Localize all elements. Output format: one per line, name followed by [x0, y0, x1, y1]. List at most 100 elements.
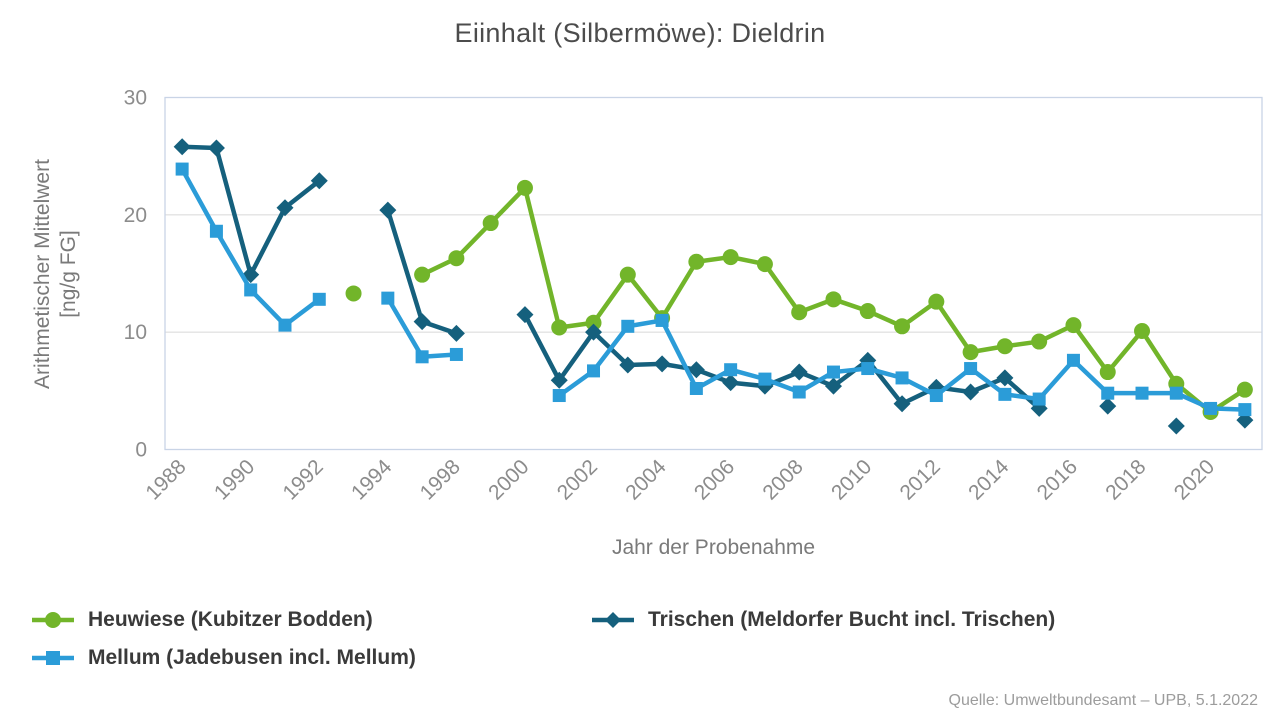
point-mellum-2017[interactable]: [1101, 386, 1115, 400]
x-tick-label: 2012: [896, 455, 945, 504]
x-tick-label: 2014: [964, 455, 1014, 505]
point-mellum-1994[interactable]: [381, 291, 395, 305]
point-mellum-2016[interactable]: [1066, 353, 1080, 367]
point-heuwiese-2002[interactable]: [585, 314, 602, 331]
point-mellum-2004[interactable]: [655, 313, 669, 327]
legend-marker-circle-icon: [32, 612, 74, 628]
point-mellum-1991[interactable]: [278, 318, 292, 332]
point-trischen-2005[interactable]: [687, 361, 705, 379]
point-mellum-1989[interactable]: [209, 224, 223, 238]
x-axis-title: Jahr der Probenahme: [611, 536, 816, 559]
point-mellum-2009[interactable]: [826, 365, 840, 379]
point-heuwiese-2006[interactable]: [722, 249, 739, 266]
point-trischen-1994[interactable]: [379, 201, 397, 219]
point-trischen-1998[interactable]: [447, 324, 465, 342]
point-trischen-1995[interactable]: [413, 313, 431, 331]
point-mellum-2007[interactable]: [758, 372, 772, 386]
point-mellum-2020[interactable]: [1204, 401, 1218, 415]
point-heuwiese-2009[interactable]: [825, 291, 842, 308]
point-heuwiese-2017[interactable]: [1099, 364, 1116, 381]
point-trischen-2006[interactable]: [722, 374, 740, 392]
point-trischen-1988[interactable]: [173, 138, 191, 156]
legend-item-mellum[interactable]: Mellum (Jadebusen incl. Mellum): [30, 646, 416, 670]
point-mellum-1988[interactable]: [175, 162, 189, 176]
point-trischen-2001[interactable]: [550, 371, 568, 389]
x-tick-label: 2018: [1101, 455, 1150, 504]
point-mellum-1990[interactable]: [244, 283, 258, 297]
point-heuwiese-2001[interactable]: [551, 319, 568, 336]
point-trischen-2003[interactable]: [619, 356, 637, 374]
point-mellum-1995[interactable]: [415, 350, 429, 364]
point-mellum-2003[interactable]: [621, 319, 635, 333]
point-trischen-1991[interactable]: [276, 199, 294, 217]
plot-area: 0 10 20 30 1988 1990 1992 1994 1998 2000 2002 2004 2…: [124, 87, 1263, 505]
point-heuwiese-2021[interactable]: [1236, 381, 1253, 398]
point-trischen-2017[interactable]: [1099, 397, 1117, 415]
point-heuwiese-1999[interactable]: [482, 215, 499, 232]
point-mellum-2006[interactable]: [724, 363, 738, 377]
legend: Heuwiese (Kubitzer Bodden) Mellum (Jadeb…: [0, 600, 1280, 690]
point-trischen-1989[interactable]: [207, 139, 225, 157]
point-mellum-2018[interactable]: [1135, 386, 1149, 400]
point-trischen-2000[interactable]: [516, 306, 534, 324]
point-heuwiese-2010[interactable]: [859, 303, 876, 320]
x-tick-label: 2010: [827, 455, 876, 504]
point-trischen-2002[interactable]: [585, 323, 603, 341]
point-heuwiese-2013[interactable]: [962, 344, 979, 361]
legend-label-heuwiese: Heuwiese (Kubitzer Bodden): [88, 608, 373, 631]
legend-marker-diamond-icon: [592, 612, 634, 628]
point-trischen-2011[interactable]: [893, 395, 911, 413]
legend-label-mellum: Mellum (Jadebusen incl. Mellum): [88, 646, 416, 669]
x-tick-label: 2000: [484, 455, 533, 504]
point-mellum-2019[interactable]: [1169, 386, 1183, 400]
y-tick-label: 10: [124, 321, 147, 344]
point-mellum-2015[interactable]: [1032, 392, 1046, 406]
point-mellum-2011[interactable]: [895, 371, 909, 385]
y-tick-label: 30: [124, 87, 147, 110]
point-trischen-2013[interactable]: [962, 383, 980, 401]
source-credit: Quelle: Umweltbundesamt – UPB, 5.1.2022: [948, 692, 1259, 709]
point-mellum-2008[interactable]: [792, 385, 806, 399]
legend-marker-square-icon: [32, 651, 74, 665]
point-mellum-2013[interactable]: [964, 362, 978, 376]
point-mellum-2014[interactable]: [998, 387, 1012, 401]
point-heuwiese-2000[interactable]: [516, 179, 533, 196]
point-trischen-2009[interactable]: [824, 377, 842, 395]
point-trischen-2004[interactable]: [653, 355, 671, 373]
point-heuwiese-2016[interactable]: [1065, 317, 1082, 334]
x-tick-label: 1990: [210, 455, 259, 504]
point-heuwiese-2003[interactable]: [619, 266, 636, 283]
x-tick-label: 2016: [1033, 455, 1082, 504]
point-trischen-2019[interactable]: [1167, 417, 1185, 435]
legend-item-heuwiese[interactable]: Heuwiese (Kubitzer Bodden): [30, 608, 373, 632]
point-heuwiese-1995[interactable]: [414, 266, 431, 283]
point-mellum-2012[interactable]: [929, 389, 943, 403]
x-tick-label: 1994: [347, 455, 397, 505]
point-mellum-2010[interactable]: [861, 362, 875, 376]
legend-label-trischen: Trischen (Meldorfer Bucht incl. Trischen…: [648, 608, 1056, 631]
x-tick-label: 2020: [1170, 455, 1219, 504]
point-mellum-2001[interactable]: [552, 389, 566, 403]
point-heuwiese-2014[interactable]: [996, 338, 1013, 355]
point-heuwiese-1998[interactable]: [448, 250, 465, 267]
point-mellum-2005[interactable]: [689, 381, 703, 395]
point-trischen-2014[interactable]: [996, 369, 1014, 387]
point-mellum-2002[interactable]: [587, 364, 601, 378]
point-mellum-2021[interactable]: [1238, 403, 1252, 417]
legend-item-trischen[interactable]: Trischen (Meldorfer Bucht incl. Trischen…: [590, 608, 1055, 632]
point-trischen-2008[interactable]: [790, 363, 808, 381]
point-heuwiese-1993[interactable]: [345, 285, 362, 302]
point-heuwiese-2007[interactable]: [756, 256, 773, 273]
point-heuwiese-2008[interactable]: [791, 304, 808, 321]
point-heuwiese-2011[interactable]: [894, 318, 911, 335]
x-tick-label: 2004: [621, 455, 671, 505]
point-mellum-1998[interactable]: [449, 347, 463, 361]
x-tick-label: 1992: [279, 455, 328, 504]
point-heuwiese-2015[interactable]: [1031, 333, 1048, 350]
point-trischen-1992[interactable]: [310, 172, 328, 190]
point-heuwiese-2018[interactable]: [1134, 322, 1151, 339]
point-heuwiese-2012[interactable]: [928, 293, 945, 310]
point-mellum-1992[interactable]: [312, 292, 326, 306]
point-heuwiese-2005[interactable]: [688, 253, 705, 270]
